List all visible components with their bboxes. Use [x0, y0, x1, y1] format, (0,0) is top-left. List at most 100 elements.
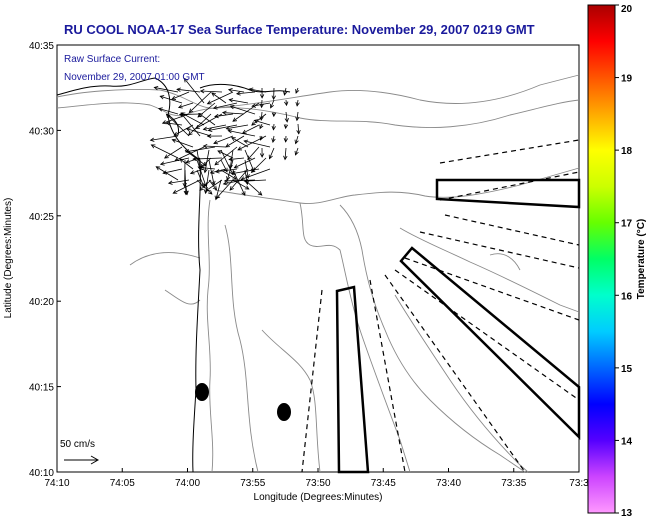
current-vector	[211, 92, 227, 104]
shoal-blob	[277, 403, 291, 421]
plot-frame	[56, 44, 580, 473]
x-tick-label: 73:50	[305, 478, 330, 489]
y-axis-label: Latitude (Degrees:Minutes)	[3, 198, 14, 319]
current-vector	[232, 169, 246, 196]
current-vector	[221, 110, 245, 115]
dashed-transect	[419, 231, 580, 269]
colorbar-tick-label: 17	[621, 219, 633, 230]
current-vector	[185, 127, 212, 137]
transect-box	[435, 178, 581, 209]
current-vector	[173, 124, 194, 136]
current-vector	[214, 179, 222, 201]
current-vector	[214, 113, 234, 119]
dashed-transect	[394, 269, 580, 401]
current-vector	[271, 111, 277, 118]
bathymetry-contour	[261, 329, 321, 473]
current-vector	[295, 111, 300, 122]
bathymetry-contour	[299, 202, 411, 473]
x-tick-label: 73:45	[371, 478, 396, 489]
current-vectors	[149, 77, 301, 201]
current-vector	[198, 112, 216, 126]
scale-arrowhead	[90, 455, 100, 465]
current-vector	[284, 99, 289, 107]
x-tick-label: 74:00	[175, 478, 200, 489]
current-vector	[207, 124, 238, 132]
dashed-transect	[439, 139, 580, 164]
current-vector	[196, 169, 205, 189]
current-vector	[155, 166, 179, 181]
current-vector	[149, 135, 179, 142]
current-vector	[199, 88, 223, 94]
current-vector	[284, 111, 289, 123]
colorbar	[587, 4, 616, 514]
current-vector	[196, 179, 213, 195]
map-layer: 50 cm/s	[56, 74, 581, 474]
x-tick-label: 73:55	[240, 478, 265, 489]
current-vector	[188, 113, 212, 136]
bathymetry-contour	[129, 252, 201, 266]
bathymetry-contour	[56, 74, 580, 109]
current-vector	[229, 168, 249, 191]
current-vector	[217, 150, 234, 159]
colorbar-tick-label: 15	[621, 364, 633, 375]
current-vector	[202, 144, 227, 149]
current-vector	[157, 107, 179, 115]
current-vector	[165, 113, 190, 137]
coastline	[199, 83, 291, 93]
current-vector	[228, 98, 249, 104]
bathymetry-contour	[489, 253, 521, 271]
bathymetry-contour	[206, 199, 214, 473]
current-vector	[171, 138, 194, 148]
transect-box	[399, 246, 581, 440]
current-vector	[212, 102, 238, 110]
dashed-transect	[404, 257, 580, 321]
y-tick-label: 40:20	[29, 297, 54, 308]
current-vector	[235, 91, 256, 96]
colorbar-tick-label: 16	[621, 291, 633, 302]
current-vector	[244, 159, 250, 179]
current-vector	[259, 99, 264, 109]
current-vector	[294, 147, 299, 156]
current-vector	[176, 87, 201, 93]
dashed-transect	[384, 274, 526, 473]
current-vector	[203, 149, 210, 174]
x-tick-label: 73:40	[436, 478, 461, 489]
dashed-transect	[444, 214, 580, 246]
current-vector	[161, 113, 190, 125]
current-vector	[177, 102, 194, 109]
current-vector	[295, 87, 300, 94]
dashed-transect	[439, 171, 580, 201]
current-vector	[247, 146, 260, 161]
current-vector	[251, 102, 271, 108]
scale-label: 50 cm/s	[60, 439, 95, 450]
y-axis: 40:35 40:30 40:25 40:20 40:15 40:10	[29, 41, 61, 479]
y-tick-label: 40:10	[29, 468, 54, 479]
shoal-blob	[195, 383, 209, 401]
current-vector	[226, 159, 234, 181]
colorbar-tick-label: 14	[621, 436, 633, 447]
current-vector	[225, 124, 249, 131]
current-vector	[251, 113, 267, 126]
current-vector	[296, 123, 301, 135]
bathymetry-contour	[399, 227, 580, 313]
current-vector	[283, 147, 288, 161]
current-vector	[244, 179, 263, 196]
current-vector	[206, 133, 223, 139]
current-vector	[268, 147, 275, 160]
y-tick-label: 40:30	[29, 126, 54, 137]
current-vector	[159, 157, 190, 166]
inset-line-1: Raw Surface Current:	[64, 54, 160, 65]
current-vector	[283, 123, 289, 130]
bathymetry-contour	[164, 289, 201, 305]
current-vector	[220, 169, 238, 180]
current-vector	[196, 159, 207, 188]
transect-box	[335, 285, 370, 474]
current-vector	[243, 139, 271, 148]
dashed-transect	[369, 279, 406, 473]
bathymetry-contour	[339, 204, 526, 473]
x-tick-label: 73:35	[501, 478, 526, 489]
current-vector	[259, 87, 265, 99]
current-vector	[213, 135, 234, 145]
current-vector	[153, 85, 179, 93]
